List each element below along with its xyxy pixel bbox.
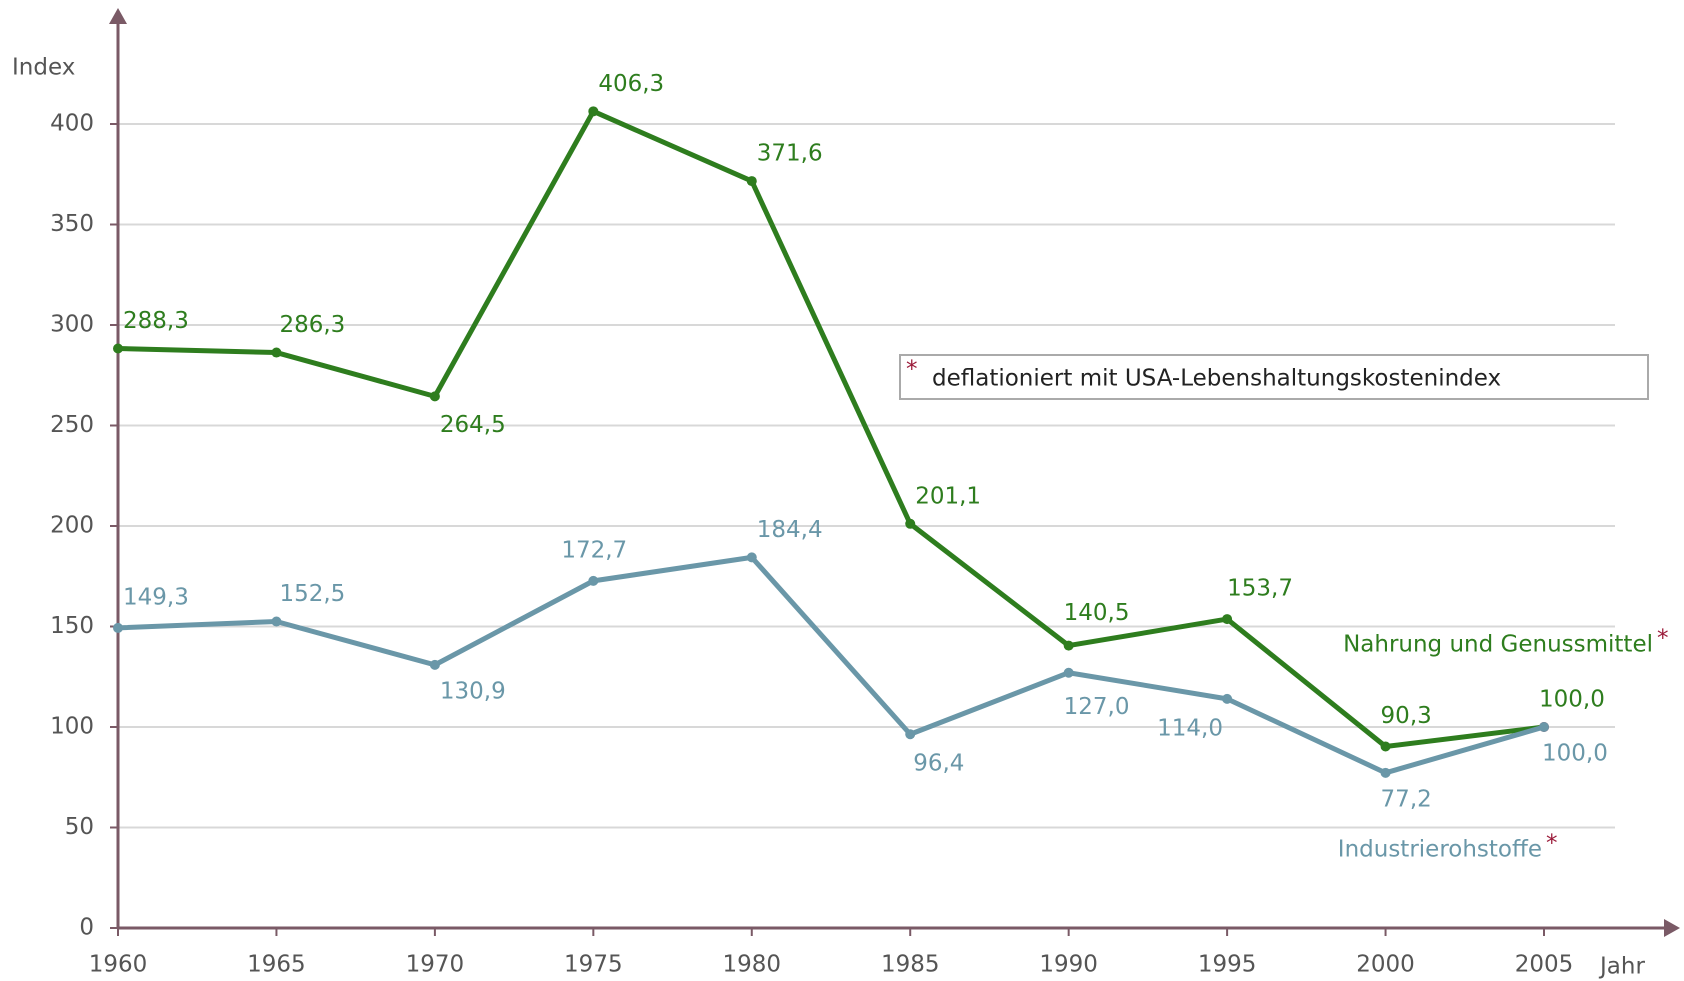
data-point [1539, 722, 1549, 732]
x-axis-arrow [1664, 919, 1680, 937]
x-tick-label: 2005 [1515, 952, 1574, 978]
data-point [1222, 614, 1233, 625]
data-point [271, 347, 282, 358]
data-label: 90,3 [1381, 703, 1432, 729]
data-label: 114,0 [1157, 715, 1223, 741]
data-label: 288,3 [123, 308, 189, 334]
data-label: 149,3 [123, 584, 189, 610]
y-tick-label: 250 [50, 412, 94, 438]
data-label: 286,3 [279, 312, 345, 338]
y-tick-label: 0 [79, 915, 94, 941]
x-axis-label: Jahr [1598, 954, 1645, 980]
legend-label: Industrierohstoffe [1338, 837, 1542, 863]
series-line [117, 108, 1545, 749]
data-label: 100,0 [1542, 741, 1608, 767]
data-label: 184,4 [757, 517, 823, 543]
y-tick-label: 50 [65, 814, 94, 840]
x-tick-label: 1960 [89, 952, 148, 978]
y-axis-label: Index [12, 55, 75, 81]
data-label: 140,5 [1064, 600, 1130, 626]
data-label: 130,9 [440, 678, 506, 704]
data-point [746, 176, 757, 187]
x-tick-label: 1990 [1039, 952, 1098, 978]
y-axis-arrow [109, 8, 127, 24]
data-point [1380, 767, 1391, 778]
y-tick-label: 200 [50, 513, 94, 539]
data-point [1063, 667, 1074, 678]
x-tick-label: 1995 [1198, 952, 1257, 978]
data-label: 96,4 [913, 751, 964, 777]
x-tick-label: 1985 [881, 952, 940, 978]
note-asterisk: * [906, 357, 918, 383]
series-line [117, 554, 1545, 776]
data-point [588, 575, 599, 586]
note-text: deflationiert mit USA-Lebenshaltungskost… [932, 366, 1501, 392]
x-tick-label: 2000 [1356, 952, 1415, 978]
data-point [429, 391, 440, 402]
data-point [1063, 640, 1074, 651]
data-point [746, 552, 757, 563]
y-tick-label: 400 [50, 111, 94, 137]
x-tick-label: 1975 [564, 952, 623, 978]
data-point [271, 616, 282, 627]
series-asterisk: * [1546, 831, 1558, 857]
data-label: 201,1 [915, 483, 981, 509]
data-label: 172,7 [561, 537, 627, 563]
y-tick-label: 350 [50, 211, 94, 237]
data-label: 152,5 [279, 581, 345, 607]
data-label: 153,7 [1227, 576, 1293, 602]
x-tick-label: 1965 [247, 952, 306, 978]
data-point [429, 659, 440, 670]
data-point [1222, 693, 1233, 704]
x-tick-label: 1980 [723, 952, 782, 978]
data-label: 264,5 [440, 412, 506, 438]
legend-label: Nahrung und Genussmittel [1343, 632, 1653, 658]
data-point [1380, 741, 1391, 752]
series-asterisk: * [1657, 626, 1669, 652]
data-point [588, 106, 599, 117]
data-label: 100,0 [1539, 687, 1605, 713]
data-label: 77,2 [1381, 786, 1432, 812]
data-point [905, 518, 916, 529]
x-tick-label: 1970 [406, 952, 465, 978]
data-label: 371,6 [757, 141, 823, 167]
y-tick-label: 150 [50, 613, 94, 639]
data-point [113, 343, 123, 354]
data-label: 127,0 [1064, 694, 1130, 720]
note-box [899, 354, 1649, 400]
data-label: 406,3 [598, 71, 664, 97]
data-point [905, 729, 916, 740]
y-tick-label: 100 [50, 714, 94, 740]
y-tick-label: 300 [50, 312, 94, 338]
data-point [113, 622, 123, 633]
